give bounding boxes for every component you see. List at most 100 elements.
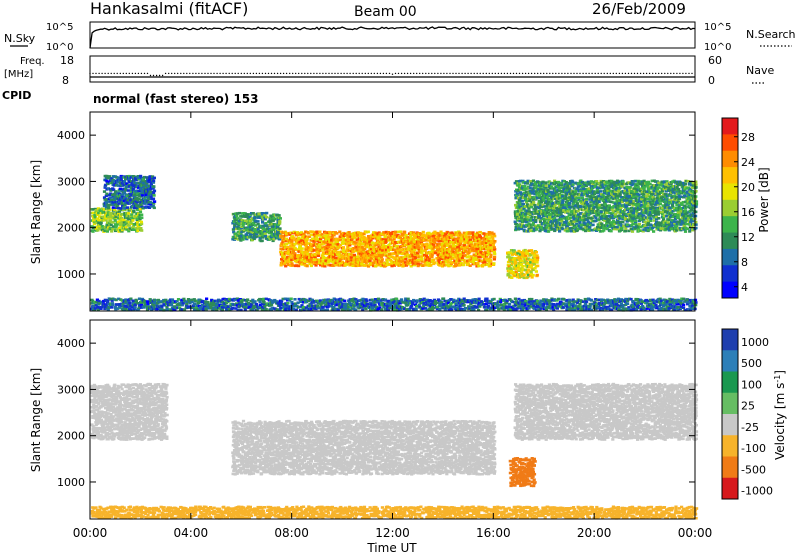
freq-point (301, 72, 303, 75)
heatmap-cell (123, 180, 127, 183)
heatmap-cell (153, 200, 157, 203)
heatmap-cell (489, 259, 493, 263)
heatmap-cell (124, 198, 128, 202)
heatmap-cell (125, 219, 129, 223)
heatmap-cell (98, 209, 102, 213)
heatmap-cell (114, 215, 118, 218)
heatmap-cell (101, 219, 105, 222)
freq-point (597, 72, 599, 75)
heatmap-cell (129, 189, 133, 192)
heatmap-cell (105, 216, 109, 220)
heatmap-cell (136, 192, 140, 196)
freq-point (98, 72, 100, 75)
heatmap-cell (493, 255, 497, 259)
freq-point (506, 72, 509, 75)
freq-point (685, 72, 687, 75)
heatmap-cell (128, 185, 132, 188)
heatmap-cell (108, 227, 112, 230)
freq-point (355, 72, 357, 75)
freq-point (385, 72, 388, 75)
heatmap-cell (130, 213, 134, 216)
heatmap-cell (120, 193, 124, 196)
heatmap-cell (119, 207, 123, 210)
freq-point (304, 72, 306, 75)
freq-point (543, 72, 545, 75)
freq-point (116, 72, 118, 75)
heatmap-cell (102, 211, 106, 214)
heatmap-cell (535, 273, 539, 277)
heatmap-cell (293, 242, 297, 246)
heatmap-cell (140, 216, 144, 220)
freq-point (449, 72, 451, 75)
freq-point (518, 72, 521, 75)
freq-point (512, 72, 515, 75)
heatmap-cell (112, 188, 116, 191)
heatmap-cell (127, 229, 131, 233)
heatmap-cell (128, 227, 132, 230)
heatmap-cell (131, 198, 135, 201)
heatmap-cell (577, 196, 581, 199)
heatmap-cell (634, 219, 638, 223)
freq-point (546, 72, 548, 75)
cpid-label: CPID (2, 89, 31, 102)
freq-point (334, 72, 336, 75)
heatmap-cell (120, 200, 124, 204)
heatmap-cell (96, 223, 100, 227)
heatmap-cell (620, 227, 624, 230)
heatmap-cell (135, 220, 139, 224)
freq-point (183, 72, 185, 75)
freq-point (243, 72, 245, 75)
freq-point (228, 72, 230, 75)
freq-point (231, 72, 233, 75)
freq-point (276, 72, 279, 75)
power-heatmap (90, 174, 699, 312)
heatmap-cell (290, 239, 294, 242)
heatmap-cell (126, 198, 130, 202)
freq-point (213, 72, 215, 75)
heatmap-cell (122, 218, 126, 222)
freq-point (107, 72, 109, 75)
heatmap-cell (429, 264, 433, 267)
freq-point (258, 72, 261, 75)
freq-point (310, 72, 312, 75)
freq-point (652, 72, 654, 75)
heatmap-cell (413, 248, 417, 252)
freq-point (615, 72, 617, 75)
heatmap-cell (278, 217, 282, 220)
heatmap-cell (137, 189, 141, 193)
heatmap-cell (637, 193, 641, 197)
freq-point (164, 72, 167, 75)
heatmap-cell (459, 240, 463, 243)
heatmap-cell (544, 181, 548, 184)
heatmap-cell (130, 200, 134, 204)
heatmap-cell (416, 264, 420, 268)
freq-point (307, 72, 309, 75)
freq-point (503, 72, 506, 75)
heatmap-cell (105, 230, 109, 233)
freq-point (473, 72, 475, 75)
station-title: Hankasalmi (fitACF) (90, 0, 248, 18)
heatmap-cell (492, 262, 496, 265)
heatmap-cell (637, 222, 642, 226)
heatmap-cell (124, 187, 128, 190)
heatmap-cell (117, 202, 121, 205)
heatmap-cell (128, 177, 132, 181)
heatmap-cell (579, 205, 583, 208)
freq-point (667, 72, 669, 75)
heatmap-cell (541, 217, 545, 221)
heatmap-cell (420, 258, 424, 261)
nsearch-tick-bottom: 10^0 (704, 42, 731, 53)
heatmap-cell (272, 216, 276, 220)
heatmap-cell (136, 217, 140, 220)
freq-unit: [MHz] (4, 69, 33, 80)
heatmap-cell (137, 186, 141, 189)
freq-point (579, 72, 581, 75)
freq-point (110, 72, 112, 75)
freq-point (352, 72, 354, 75)
heatmap-cell (107, 200, 111, 203)
heatmap-cell (521, 265, 525, 268)
freq-point (409, 72, 412, 75)
heatmap-cell (642, 187, 646, 191)
freq-point (446, 72, 448, 75)
freq-point (158, 74, 161, 77)
